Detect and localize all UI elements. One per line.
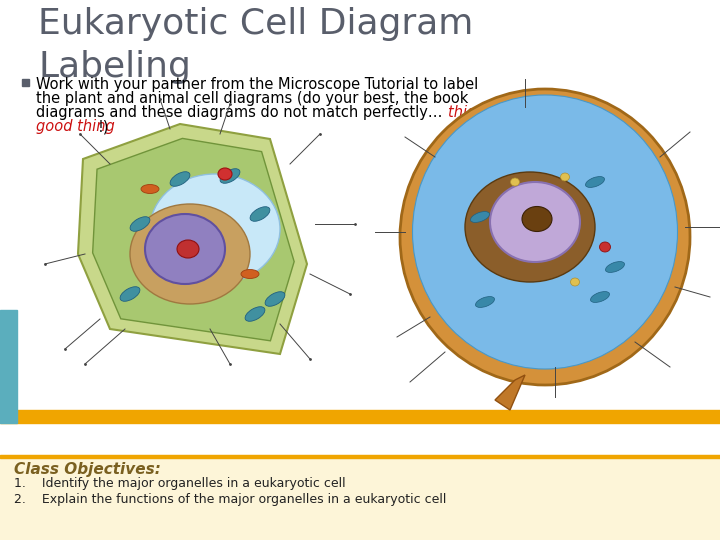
Ellipse shape xyxy=(600,242,611,252)
Ellipse shape xyxy=(570,278,580,286)
Ellipse shape xyxy=(606,261,624,273)
Ellipse shape xyxy=(465,172,595,282)
Ellipse shape xyxy=(245,307,265,321)
Bar xyxy=(0,310,17,423)
Ellipse shape xyxy=(585,177,605,187)
Ellipse shape xyxy=(145,214,225,284)
Ellipse shape xyxy=(413,95,678,369)
Bar xyxy=(22,79,29,86)
Ellipse shape xyxy=(220,168,240,183)
Text: 1.    Identify the major organelles in a eukaryotic cell: 1. Identify the major organelles in a eu… xyxy=(14,477,346,490)
Ellipse shape xyxy=(177,240,199,258)
Ellipse shape xyxy=(241,269,259,279)
Text: the plant and animal cell diagrams (do your best, the book: the plant and animal cell diagrams (do y… xyxy=(36,91,469,106)
Ellipse shape xyxy=(522,206,552,232)
Ellipse shape xyxy=(250,207,270,221)
Text: Eukaryotic Cell Diagram: Eukaryotic Cell Diagram xyxy=(38,7,473,41)
Ellipse shape xyxy=(490,182,580,262)
Ellipse shape xyxy=(218,168,232,180)
Polygon shape xyxy=(495,375,525,410)
Ellipse shape xyxy=(400,89,690,385)
Ellipse shape xyxy=(560,173,570,181)
Text: 2.    Explain the functions of the major organelles in a eukaryotic cell: 2. Explain the functions of the major or… xyxy=(14,493,446,506)
Ellipse shape xyxy=(130,217,150,231)
Ellipse shape xyxy=(130,204,250,304)
Ellipse shape xyxy=(141,185,159,193)
Text: !): !) xyxy=(98,119,109,134)
Text: this is a: this is a xyxy=(448,105,505,120)
Polygon shape xyxy=(78,124,307,354)
Ellipse shape xyxy=(120,287,140,301)
Text: diagrams and these diagrams do not match perfectly…: diagrams and these diagrams do not match… xyxy=(36,105,447,120)
Bar xyxy=(0,455,720,458)
Ellipse shape xyxy=(150,174,280,284)
Ellipse shape xyxy=(590,292,610,302)
Polygon shape xyxy=(93,138,294,341)
Ellipse shape xyxy=(265,292,285,306)
Ellipse shape xyxy=(510,178,520,186)
Ellipse shape xyxy=(170,172,190,186)
Bar xyxy=(0,455,720,540)
Text: Work with your partner from the Microscope Tutorial to label: Work with your partner from the Microsco… xyxy=(36,77,478,92)
Bar xyxy=(0,410,720,423)
Ellipse shape xyxy=(475,296,495,307)
Text: Class Objectives:: Class Objectives: xyxy=(14,462,161,477)
Text: Labeling: Labeling xyxy=(38,50,191,84)
Text: good thing: good thing xyxy=(36,119,114,134)
Ellipse shape xyxy=(470,212,490,222)
